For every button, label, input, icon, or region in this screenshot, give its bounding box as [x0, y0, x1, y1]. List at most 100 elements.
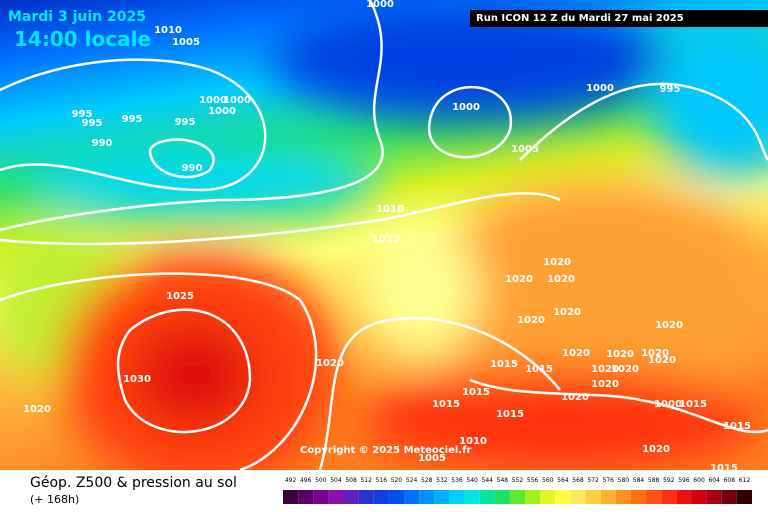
legend-swatch	[691, 490, 707, 504]
legend-label: 540	[466, 477, 478, 484]
legend-label: 516	[376, 477, 388, 484]
legend-swatch	[343, 490, 359, 504]
legend-swatch	[328, 490, 344, 504]
isobar-label: 1000	[223, 95, 251, 106]
legend-label: 600	[693, 477, 705, 484]
legend-label: 544	[482, 477, 494, 484]
isobar-label: 1000	[208, 106, 236, 117]
legend-label: 584	[633, 477, 645, 484]
isobar-label: 1020	[606, 349, 634, 360]
legend-swatch	[449, 490, 465, 504]
run-box	[470, 10, 768, 27]
forecast-time: 14:00 locale	[14, 27, 151, 51]
isobar-label: 1020	[591, 364, 619, 375]
isobar-label: 1015	[710, 463, 738, 474]
isobar-label: 1015	[432, 399, 460, 410]
isobar-label: 1020	[23, 404, 51, 415]
legend-swatch	[706, 490, 722, 504]
legend-label: 580	[618, 477, 630, 484]
legend-label: 592	[663, 477, 675, 484]
legend-label: 520	[391, 477, 403, 484]
isobar-label: 1020	[316, 358, 344, 369]
isobar-label: 1020	[642, 444, 670, 455]
isobar-label: 1000	[452, 102, 480, 113]
legend-swatch	[419, 490, 435, 504]
isobar-label: 1010	[459, 436, 487, 447]
legend-label: 536	[451, 477, 463, 484]
legend-swatch	[358, 490, 374, 504]
legend-label: 612	[739, 477, 751, 484]
isobar-label: 1000	[366, 0, 394, 10]
legend-swatch	[540, 490, 556, 504]
legend-label: 528	[421, 477, 433, 484]
run-info: Run ICON 12 Z du Mardi 27 mai 2025	[476, 13, 684, 24]
isobar-label: 1015	[679, 399, 707, 410]
legend-swatch	[479, 490, 495, 504]
isobar-label: 1000	[199, 95, 227, 106]
legend-swatch	[630, 490, 647, 504]
forecast-date: Mardi 3 juin 2025	[8, 9, 146, 25]
isobar-label: 1030	[123, 374, 151, 385]
isobar-label: 1010	[154, 25, 182, 36]
isobars	[0, 0, 768, 470]
legend-label: 608	[724, 477, 736, 484]
legend-label: 524	[406, 477, 418, 484]
isobar-label: 995	[72, 109, 93, 120]
isobar-label: 1015	[496, 409, 524, 420]
isobar-label: 1020	[553, 307, 581, 318]
isobar-label: 995	[660, 84, 681, 95]
isobar-label: 1015	[490, 359, 518, 370]
legend-swatch	[721, 490, 737, 504]
isobar-label: 995	[82, 118, 103, 129]
isobar-label: 1020	[655, 320, 683, 331]
legend-label: 496	[300, 477, 312, 484]
isobar-label: 1020	[547, 274, 575, 285]
legend-swatch	[525, 490, 541, 504]
isobar-label: 1020	[561, 392, 589, 403]
isobar-label: 1005	[172, 37, 200, 48]
legend-swatch	[509, 490, 526, 504]
legend-label: 512	[360, 477, 372, 484]
legend-swatch	[615, 490, 631, 504]
legend-swatch	[373, 490, 389, 504]
legend-swatch	[464, 490, 480, 504]
isobar-label: 1010	[376, 204, 404, 215]
legend-label: 596	[678, 477, 690, 484]
legend-label: 572	[587, 477, 599, 484]
legend-label: 588	[648, 477, 660, 484]
legend-swatch	[676, 490, 692, 504]
legend-swatch	[388, 490, 405, 504]
isobar-label: 1000	[586, 83, 614, 94]
legend-swatch	[283, 490, 299, 504]
legend-swatch	[646, 490, 662, 504]
legend-label: 552	[512, 477, 524, 484]
legend-swatch	[434, 490, 450, 504]
isobar-label: 1020	[562, 348, 590, 359]
isobar-label: 1015	[723, 421, 751, 432]
isobar-label: 1020	[543, 257, 571, 268]
legend-label: 508	[345, 477, 357, 484]
legend-swatch	[585, 490, 601, 504]
legend-swatch	[404, 490, 420, 504]
legend-label: 492	[285, 477, 297, 484]
legend-swatch	[570, 490, 586, 504]
legend-swatch	[555, 490, 571, 504]
legend-swatch	[298, 490, 314, 504]
legend-swatch	[736, 490, 752, 504]
legend-label: 568	[572, 477, 584, 484]
isobar-label: 990	[92, 138, 113, 149]
isobar-label: 1000	[654, 399, 682, 410]
isobar-label: 1005	[511, 144, 539, 155]
isobar-label: 990	[182, 163, 203, 174]
legend-label: 548	[497, 477, 509, 484]
isobar-label: 1020	[517, 315, 545, 326]
legend-label: 604	[708, 477, 720, 484]
legend-label: 532	[436, 477, 448, 484]
field-blobs	[0, 0, 768, 490]
legend-label: 556	[527, 477, 539, 484]
isobar-label: 1025	[166, 291, 194, 302]
isobar-label: 995	[175, 117, 196, 128]
copyright: Copyright © 2025 Meteociel.fr	[300, 445, 471, 456]
